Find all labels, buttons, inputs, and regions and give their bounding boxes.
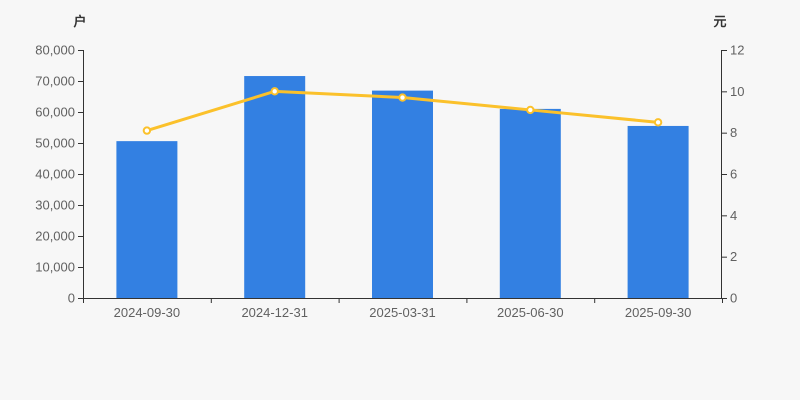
y-axis-right-tick-label: 8 [730,125,737,140]
x-axis-category-label: 2025-03-31 [369,305,436,320]
bar[interactable] [627,125,689,298]
y-axis-left-tick-label: 0 [68,291,75,306]
x-axis-category-label: 2025-09-30 [625,305,692,320]
x-axis-category-label: 2025-06-30 [497,305,564,320]
y-axis-right-tick-label: 12 [730,43,744,58]
line-marker[interactable] [398,93,407,102]
y-axis-left-tick-label: 70,000 [35,74,75,89]
x-axis-category-label: 2024-12-31 [241,305,308,320]
line-marker[interactable] [526,105,535,115]
x-axis-category-label: 2024-09-30 [114,305,181,320]
y-axis-right-tick-label: 4 [730,208,737,223]
y-axis-left-tick-label: 80,000 [35,43,75,58]
y-axis-right-tick-label: 6 [730,167,737,182]
bar[interactable] [372,90,433,298]
line-marker[interactable] [653,118,663,127]
y-axis-left-tick-label: 20,000 [35,229,75,244]
y-axis-left-tick-label: 50,000 [35,136,75,151]
y-axis-right-tick-label: 2 [730,249,737,264]
line-marker[interactable] [270,87,279,96]
left-axis-unit-label: 户 [73,14,86,29]
bar[interactable] [244,76,306,298]
y-axis-right-tick-label: 0 [730,291,737,306]
y-axis-right-tick-label: 10 [730,84,744,99]
bar[interactable] [116,141,178,298]
right-axis-unit-label: 元 [713,14,726,29]
bar[interactable] [499,108,561,299]
line-marker[interactable] [142,126,152,135]
y-axis-left-tick-label: 10,000 [35,260,75,275]
y-axis-left-tick-label: 60,000 [35,105,75,120]
y-axis-left-tick-label: 30,000 [35,198,75,213]
y-axis-left-tick-label: 40,000 [35,167,75,182]
